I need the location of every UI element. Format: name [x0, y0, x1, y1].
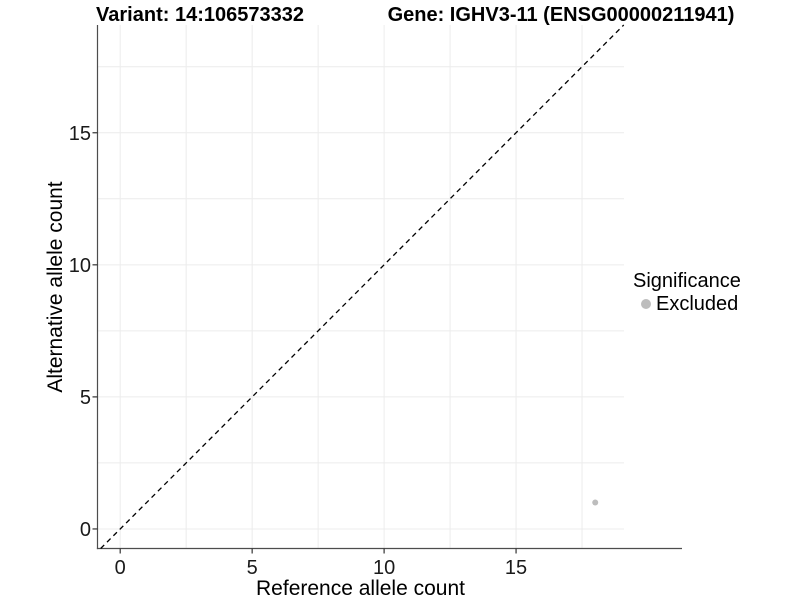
y-axis-label: Alternative allele count	[44, 181, 67, 393]
y-tick-label: 5	[80, 387, 91, 409]
legend-title: Significance	[633, 270, 741, 292]
legend-item-label: Excluded	[656, 293, 739, 315]
y-tick-label: 15	[69, 123, 91, 145]
x-tick-label: 5	[247, 557, 258, 579]
y-tick-label: 0	[80, 519, 91, 541]
gene-title: Gene: IGHV3-11 (ENSG00000211941)	[387, 4, 735, 26]
x-tick-label: 10	[373, 557, 395, 579]
y-tick-label: 10	[69, 255, 91, 277]
x-tick-label: 0	[115, 557, 126, 579]
identity-line	[100, 24, 625, 549]
legend-key-dot	[641, 299, 651, 309]
x-axis-label: Reference allele count	[256, 577, 465, 600]
data-point	[592, 499, 599, 506]
legend-item-excluded: Excluded	[633, 294, 741, 314]
x-tick-label: 15	[505, 557, 527, 579]
variant-title: Variant: 14:106573332	[96, 4, 304, 26]
legend: Significance Excluded	[633, 270, 741, 314]
